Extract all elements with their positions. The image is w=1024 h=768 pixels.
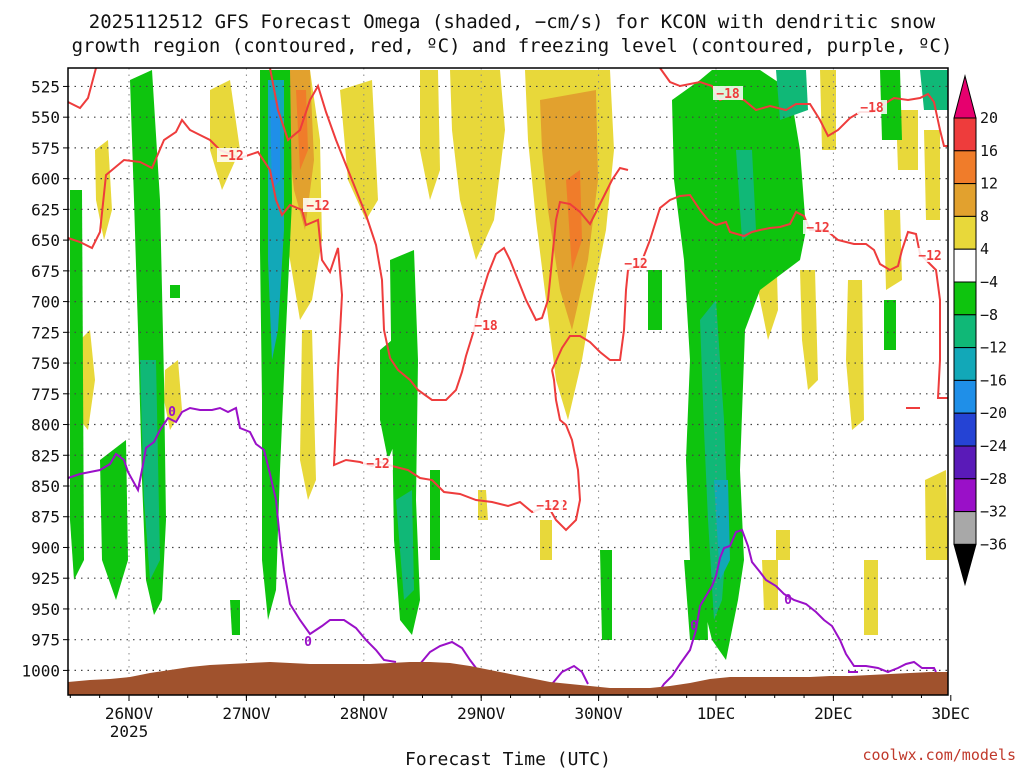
y-tick-label: 525 (31, 77, 60, 96)
contour-label-bg (533, 498, 563, 512)
contour-label-bg (471, 318, 501, 332)
y-tick-label: 550 (31, 108, 60, 127)
x-year-label: 2025 (110, 722, 149, 741)
y-tick-label: 700 (31, 293, 60, 312)
y-tick-label: 775 (31, 385, 60, 404)
colorbar-label: 4 (980, 240, 989, 258)
grid-lines (68, 68, 948, 695)
y-tick-label: 600 (31, 170, 60, 189)
dendritic-contour-label: −12 (220, 149, 243, 164)
x-axis-title: Forecast Time (UTC) (405, 749, 611, 768)
dendritic-contour-label: −12 (806, 221, 829, 236)
chart-title-line1: 2025112512 GFS Forecast Omega (shaded, −… (89, 11, 936, 33)
plot-frame (67, 67, 949, 696)
dendritic-contour-label: −12 (366, 457, 389, 472)
y-tick-label: 725 (31, 323, 60, 342)
y-axis: 525 550 575 600 625 650 675 700 725 750 775 800 825 8… (21, 77, 68, 680)
x-tick-label: 27NOV (222, 704, 271, 723)
colorbar-label: −32 (980, 503, 1007, 521)
colorbar-label: −36 (980, 535, 1007, 553)
y-tick-label: 675 (31, 262, 60, 281)
x-tick-label: 28NOV (340, 704, 389, 723)
contour-label-bg (363, 456, 393, 470)
contour-label-bg (713, 86, 743, 100)
x-tick-label: 2DEC (814, 704, 853, 723)
colorbar-label: 8 (980, 207, 989, 225)
contour-label-bg (303, 198, 333, 212)
y-tick-label: 850 (31, 477, 60, 496)
colorbar-label: −16 (980, 371, 1007, 389)
freezing-contour-label: 0 (690, 619, 698, 634)
dendritic-contour-label: −12 (624, 257, 647, 272)
dendritic-contour-label: −12 (536, 499, 559, 514)
y-tick-label: 975 (31, 631, 60, 650)
dendritic-contour-label: −12 (306, 199, 329, 214)
colorbar-bottom-arrow (953, 543, 977, 587)
colorbar-segment (953, 248, 977, 283)
dendritic-contour-label: −18 (716, 87, 740, 102)
colorbar-label: 16 (980, 142, 998, 160)
y-tick-label: 825 (31, 446, 60, 465)
y-tick-label: 950 (31, 600, 60, 619)
colorbar-segment (953, 379, 977, 414)
credit-text: coolwx.com/models (862, 746, 1016, 764)
colorbar-label: −4 (980, 273, 998, 291)
y-tick-label: 800 (31, 416, 60, 435)
contour-label-bg (915, 248, 945, 262)
dendritic-contour-label: −18 (474, 319, 498, 334)
colorbar-segment (953, 281, 977, 316)
colorbar-segment (953, 183, 977, 217)
colorbar-segment (953, 445, 977, 480)
colorbar-segment (953, 215, 977, 250)
colorbar: 20 16 12 8 4 −4 −8 −12 −16 −20 −24 −28 −32 −36 (953, 74, 1007, 587)
colorbar-segment (953, 478, 977, 513)
dendritic-contour-label: −18 (860, 101, 884, 116)
contour-label-bg (217, 148, 247, 162)
contour-label-bg (621, 256, 651, 270)
contour-label-bg (803, 220, 833, 234)
y-tick-label: 750 (31, 354, 60, 373)
freezing-contour-label: 0 (784, 593, 792, 608)
colorbar-label: −8 (980, 306, 998, 324)
y-tick-label: 925 (31, 569, 60, 588)
colorbar-label: −20 (980, 404, 1007, 422)
colorbar-segment (953, 150, 977, 185)
colorbar-segment (953, 117, 977, 152)
x-tick-label: 29NOV (457, 704, 506, 723)
y-tick-label: 625 (31, 200, 60, 219)
freezing-contour-label: 0 (304, 635, 312, 650)
colorbar-label: 12 (980, 175, 998, 193)
colorbar-label: 20 (980, 109, 998, 127)
colorbar-segment (953, 314, 977, 349)
x-tick-label: 3DEC (932, 704, 971, 723)
y-tick-label: 650 (31, 231, 60, 250)
x-axis: 26NOV 27NOV 28NOV 29NOV 30NOV 1DEC 2DEC 3DEC (69, 695, 971, 723)
chart-title-line2: growth region (contoured, red, ºC) and f… (72, 35, 953, 57)
dendritic-contour-label: −12 (918, 249, 941, 264)
colorbar-segment (953, 347, 977, 381)
y-tick-label: 875 (31, 508, 60, 527)
colorbar-segment (953, 412, 977, 447)
x-tick-label: 30NOV (575, 704, 624, 723)
y-tick-label: 1000 (21, 661, 60, 680)
y-tick-label: 575 (31, 139, 60, 158)
colorbar-segment (953, 511, 977, 545)
colorbar-label: −24 (980, 437, 1007, 455)
colorbar-label: −28 (980, 470, 1007, 488)
colorbar-top-arrow (953, 74, 977, 119)
y-tick-label: 900 (31, 538, 60, 557)
terrain-fill (68, 662, 948, 695)
freezing-contours (67, 406, 937, 691)
x-tick-label: 1DEC (697, 704, 736, 723)
contour-label-bg (857, 100, 887, 114)
freezing-contour-label: 0 (168, 405, 176, 420)
colorbar-label: −12 (980, 339, 1007, 357)
x-tick-label: 26NOV (105, 704, 154, 723)
